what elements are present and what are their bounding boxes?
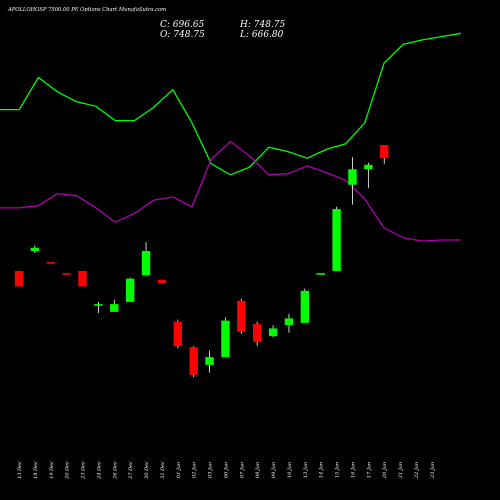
- x-tick-label: 27 Dec: [128, 461, 134, 480]
- x-tick-label: 19 Dec: [49, 461, 55, 479]
- candle-down: [237, 300, 246, 332]
- x-tick-label: 01 Jan: [176, 462, 182, 478]
- candle-up: [110, 304, 119, 312]
- candle-up: [30, 247, 40, 252]
- candle-up: [316, 273, 325, 275]
- x-tick-label: 22 Jan: [414, 462, 420, 479]
- chart-title: APOLLOHOSP 7500.00 PE Options Chart Muna…: [8, 7, 167, 13]
- x-tick-label: 07 Jan: [239, 462, 245, 478]
- candle-down: [14, 270, 24, 287]
- candle-up: [300, 290, 310, 323]
- x-tick-label: 14 Jan: [319, 462, 325, 478]
- upper-band-line: [0, 32, 461, 176]
- candle-down: [380, 144, 389, 159]
- x-tick-label: 13 Dec: [17, 461, 23, 479]
- x-tick-label: 26 Dec: [112, 461, 118, 480]
- candle-up: [348, 169, 357, 185]
- candle-down: [189, 347, 198, 375]
- x-tick-label: 20 Jan: [382, 462, 388, 479]
- x-tick-label: 20 Dec: [65, 461, 71, 480]
- x-tick-label: 31 Dec: [160, 461, 166, 479]
- candle-up: [141, 251, 151, 276]
- x-tick-label: 06 Jan: [223, 462, 229, 478]
- x-tick-label: 21 Jan: [398, 462, 404, 479]
- x-tick-label: 13 Jan: [303, 462, 309, 478]
- x-tick-label: 03 Jan: [208, 462, 214, 478]
- candle-down: [253, 324, 262, 342]
- candle-down: [157, 279, 167, 284]
- candle-up: [332, 209, 341, 271]
- x-axis-ticks: 13 Dec 18 Dec 19 Dec 20 Dec 23 Dec 24 Dec 26 D…: [17, 461, 436, 480]
- candle-up: [221, 320, 230, 358]
- x-tick-label: 16 Jan: [350, 462, 356, 478]
- x-tick-label: 18 Dec: [33, 461, 39, 479]
- open-readout: O: 748.75: [160, 30, 205, 40]
- x-tick-label: 24 Dec: [96, 461, 102, 480]
- x-tick-label: 17 Jan: [366, 462, 372, 478]
- indicator-bands: [0, 32, 461, 242]
- candles: [14, 144, 389, 378]
- x-tick-label: 23 Jan: [430, 462, 436, 479]
- candle-down: [173, 321, 182, 347]
- x-tick-label: 10 Jan: [287, 462, 293, 478]
- candle-down: [46, 262, 55, 264]
- lower-band-line: [0, 140, 461, 242]
- x-tick-label: 02 Jan: [192, 462, 198, 478]
- x-tick-label: 15 Jan: [335, 462, 341, 478]
- candle-up: [94, 304, 103, 306]
- x-tick-label: 09 Jan: [271, 462, 277, 478]
- candle-up: [205, 357, 214, 365]
- low-readout: L: 666.80: [240, 30, 284, 40]
- candle-down: [62, 273, 71, 275]
- candle-up: [284, 318, 294, 326]
- high-readout: H: 748.75: [240, 20, 286, 30]
- close-readout: C: 696.65: [160, 20, 205, 30]
- candle-up: [125, 278, 135, 302]
- x-tick-label: 30 Dec: [144, 461, 150, 479]
- candle-up: [364, 164, 373, 170]
- candle-up: [268, 328, 278, 337]
- x-tick-label: 08 Jan: [255, 462, 261, 478]
- x-tick-label: 23 Dec: [81, 461, 87, 480]
- candle-down: [78, 270, 87, 287]
